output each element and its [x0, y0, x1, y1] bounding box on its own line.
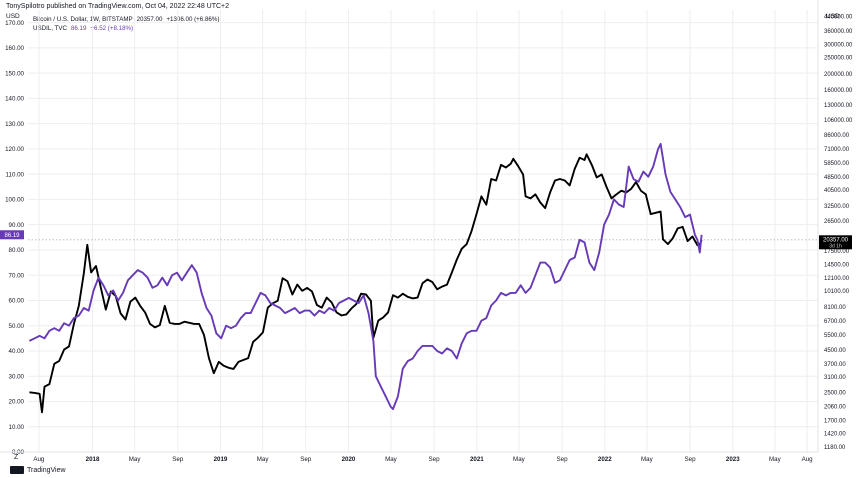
right-tick-label: 3700.00: [824, 362, 846, 368]
left-tick-label: 110.00: [6, 171, 25, 178]
usdil-price-tag-label: 86.19: [4, 233, 20, 239]
right-tick-label: 250000.00: [824, 56, 853, 62]
left-tick-label: 160.00: [5, 45, 24, 52]
x-tick-label: May: [641, 456, 654, 463]
x-tick-label: May: [769, 456, 782, 463]
right-tick-label: 2500.00: [824, 391, 846, 397]
right-tick-label: 10100.00: [824, 289, 850, 295]
left-tick-label: 40.00: [9, 348, 25, 355]
right-tick-label: 26500.00: [824, 219, 850, 225]
left-tick-label: 140.00: [5, 96, 24, 103]
legend-row-btc[interactable]: Bitcoin / U.S. Dollar, 1W, BITSTAMP 2035…: [33, 15, 219, 24]
left-tick-label: 100.00: [5, 197, 24, 204]
zoom-reset-button[interactable]: Z: [14, 454, 19, 461]
right-tick-label: 360000.00: [824, 29, 853, 35]
usdil-series-line: [28, 142, 703, 411]
left-tick-label: 50.00: [9, 323, 25, 330]
legend-usdil-title: USDIL, TVC: [33, 25, 67, 32]
x-tick-label: May: [257, 456, 270, 463]
usdil-price-tag: [0, 230, 24, 240]
btc-series-line: [29, 153, 703, 414]
right-tick-label: 160000.00: [824, 88, 853, 94]
left-axis-unit: USD: [6, 13, 20, 20]
legend-btc-title: Bitcoin / U.S. Dollar, 1W, BITSTAMP: [33, 16, 133, 23]
legend-usdil-change: +6.52 (+8.18%): [90, 25, 134, 32]
x-tick-label: May: [385, 456, 398, 463]
left-tick-label: 150.00: [5, 70, 24, 77]
x-tick-label: Aug: [33, 456, 45, 463]
btc-price-tag-label: 20357.00: [823, 238, 849, 244]
left-tick-label: 60.00: [9, 298, 25, 305]
x-tick-label: 2023: [726, 456, 740, 463]
left-tick-label: 90.00: [9, 222, 25, 229]
x-tick-label: May: [513, 456, 526, 463]
left-tick-label: 0.00: [12, 449, 25, 456]
left-tick-label: 30.00: [9, 373, 25, 380]
right-tick-label: 86000.00: [824, 133, 850, 139]
right-tick-label: 5500.00: [824, 333, 846, 339]
right-tick-label: 440000.00: [824, 15, 853, 21]
x-tick-label: 2021: [470, 456, 484, 463]
left-tick-label: 170.00: [5, 20, 24, 27]
right-tick-label: 48500.00: [824, 175, 850, 181]
right-tick-label: 3100.00: [824, 375, 846, 381]
right-tick-label: 200000.00: [824, 72, 853, 78]
left-tick-label: 10.00: [9, 424, 25, 431]
btc-price-tag: [819, 235, 852, 250]
x-tick-label: Sep: [429, 456, 441, 463]
legend-btc-value: 20357.00: [136, 16, 163, 23]
right-tick-label: 40500.00: [824, 188, 850, 194]
right-axis-unit: USD: [826, 13, 840, 20]
left-tick-label: 20.00: [9, 399, 25, 406]
right-tick-label: 32500.00: [824, 204, 850, 210]
chart-legend: Bitcoin / U.S. Dollar, 1W, BITSTAMP 2035…: [33, 15, 219, 33]
right-tick-label: 106000.00: [824, 118, 853, 124]
left-tick-label: 130.00: [5, 121, 24, 128]
right-tick-label: 130000.00: [824, 103, 853, 109]
x-tick-label: Sep: [557, 456, 569, 463]
right-tick-label: 58500.00: [824, 161, 850, 167]
legend-row-usdil[interactable]: USDIL, TVC 86.19 +6.52 (+8.18%): [33, 24, 219, 33]
legend-btc-change: +1306.00 (+6.86%): [166, 16, 220, 23]
right-tick-label: 4500.00: [824, 348, 846, 354]
right-tick-label: 12100.00: [824, 276, 850, 282]
right-tick-label: 8100.00: [824, 305, 846, 311]
right-tick-label: 1180.00: [824, 445, 846, 451]
right-tick-label: 2060.00: [824, 405, 846, 411]
left-tick-label: 70.00: [9, 272, 25, 279]
x-tick-label: Sep: [300, 456, 312, 463]
left-tick-label: 120.00: [5, 146, 24, 153]
x-tick-label: Aug: [802, 456, 814, 463]
x-tick-label: May: [129, 456, 142, 463]
footer-brand-label: TradingView: [27, 466, 66, 474]
x-tick-label: Sep: [172, 456, 184, 463]
x-tick-label: 2022: [598, 456, 612, 463]
legend-usdil-value: 86.19: [70, 25, 87, 32]
right-tick-label: 6700.00: [824, 319, 846, 325]
right-tick-label: 17500.00: [824, 249, 850, 255]
x-tick-label: 2019: [214, 456, 228, 463]
right-tick-label: 71000.00: [824, 147, 850, 153]
left-tick-label: 80.00: [9, 247, 25, 254]
x-tick-label: 2018: [86, 456, 100, 463]
tradingview-logo-icon: [10, 466, 24, 474]
x-tick-label: Sep: [685, 456, 697, 463]
right-tick-label: 1420.00: [824, 432, 846, 438]
publisher-credit: TonySpilotro published on TradingView.co…: [6, 3, 230, 10]
btc-countdown-label: 3d 1h: [829, 244, 842, 250]
x-tick-label: 2020: [342, 456, 356, 463]
right-tick-label: 1700.00: [824, 419, 846, 425]
right-tick-label: 300000.00: [824, 42, 853, 48]
right-tick-label: 14500.00: [824, 263, 850, 269]
footer-brand[interactable]: TradingView: [10, 466, 66, 474]
